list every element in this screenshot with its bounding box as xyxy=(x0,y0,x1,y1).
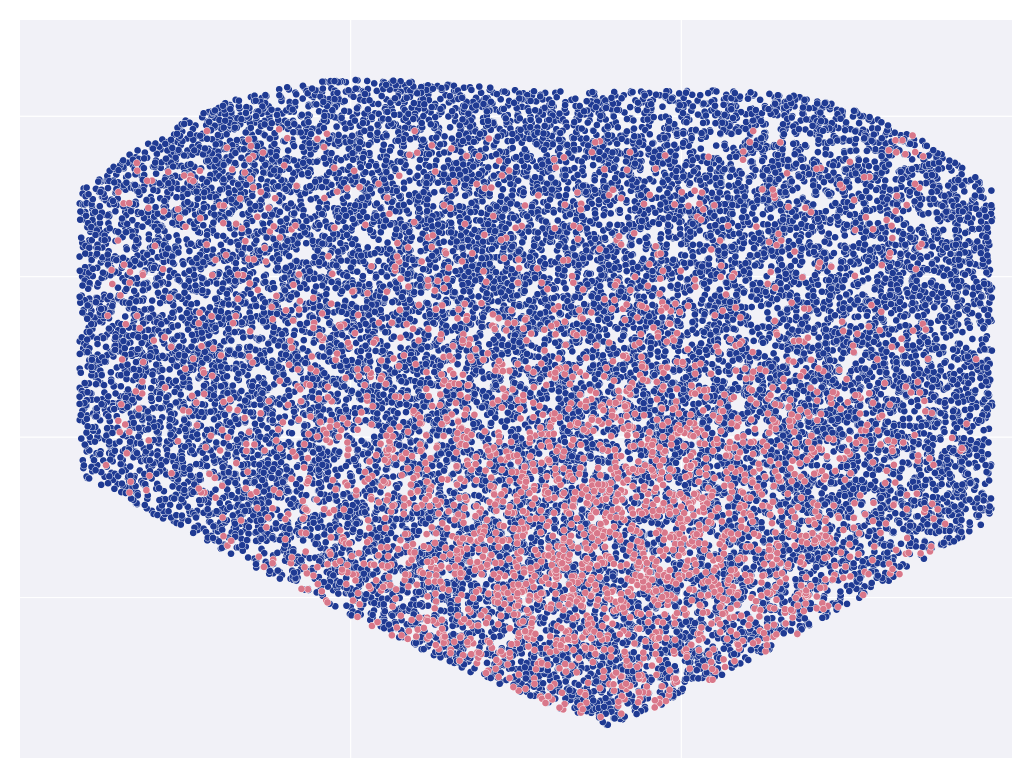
scatter-point-blue xyxy=(481,144,490,153)
scatter-point-blue xyxy=(586,217,594,226)
scatter-point-blue xyxy=(508,144,517,152)
scatter-point-blue xyxy=(965,411,974,420)
scatter-point-blue xyxy=(124,171,133,180)
scatter-point-blue xyxy=(708,360,716,369)
scatter-point-blue xyxy=(749,337,758,345)
scatter-point-blue xyxy=(97,480,106,489)
scatter-point-blue xyxy=(756,95,764,104)
scatter-point-blue xyxy=(85,474,93,483)
scatter-point-blue xyxy=(897,539,905,548)
scatter-point-blue xyxy=(116,460,125,468)
scatter-point-blue xyxy=(416,155,424,164)
scatter-point-blue xyxy=(483,659,491,667)
scatter-point-blue xyxy=(568,347,577,356)
scatter-point-blue xyxy=(718,670,726,679)
scatter-point-blue xyxy=(854,312,862,321)
scatter-point-blue xyxy=(440,132,449,141)
scatter-point-blue xyxy=(133,146,142,155)
scatter-point-blue xyxy=(726,172,734,181)
scatter-point-blue xyxy=(318,77,327,86)
scatter-point-blue xyxy=(396,148,405,157)
scatter-point-blue xyxy=(595,220,603,229)
scatter-point-blue xyxy=(855,119,863,127)
scatter-point-blue xyxy=(712,141,721,150)
scatter-point-blue xyxy=(306,150,315,159)
scatter-point-blue xyxy=(475,82,484,91)
scatter-point-blue xyxy=(114,283,122,292)
scatter-point-blue xyxy=(107,368,115,377)
scatter-point-blue xyxy=(658,102,667,111)
scatter-point-blue xyxy=(589,161,597,169)
